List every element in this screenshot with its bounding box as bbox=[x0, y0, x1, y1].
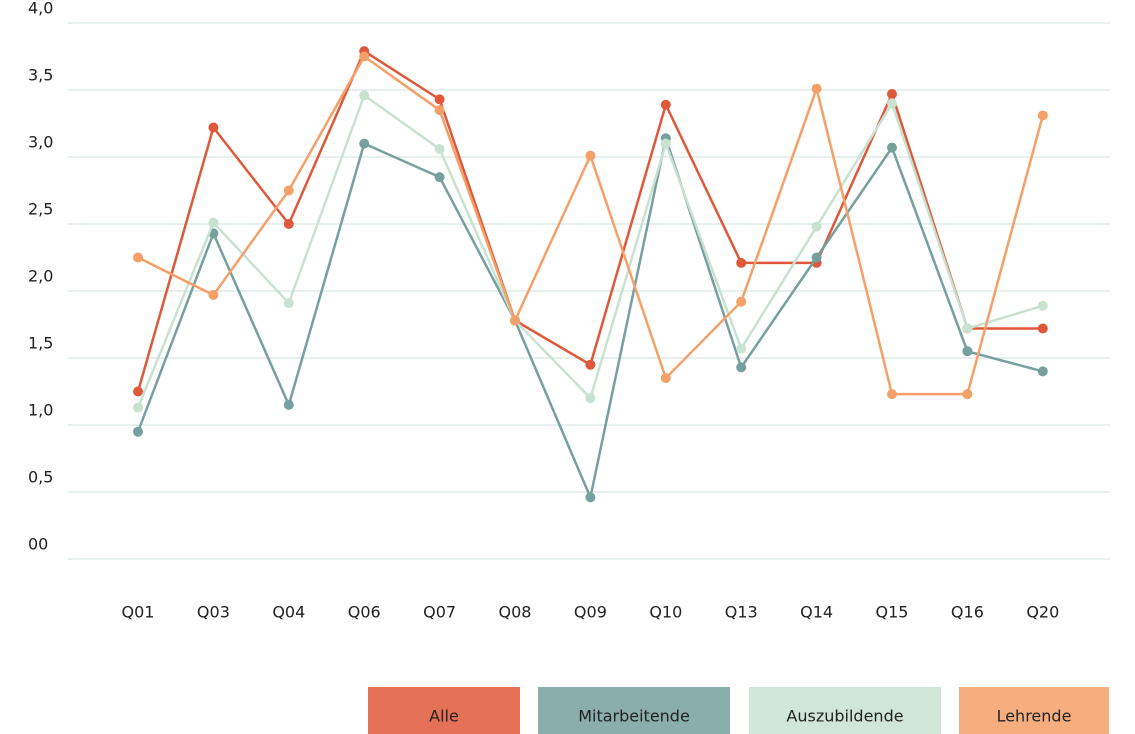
legend-swatch bbox=[368, 687, 520, 734]
data-point bbox=[736, 362, 747, 373]
data-point bbox=[585, 393, 596, 404]
x-tick-label: Q15 bbox=[876, 603, 909, 622]
data-point bbox=[359, 90, 370, 101]
data-point bbox=[585, 150, 596, 161]
data-point bbox=[585, 492, 596, 503]
y-tick-label: 1,5 bbox=[28, 334, 53, 353]
data-point bbox=[359, 138, 370, 149]
data-point bbox=[434, 172, 445, 183]
data-point bbox=[133, 386, 143, 397]
data-point bbox=[283, 298, 294, 309]
data-point bbox=[736, 257, 747, 268]
x-tick-label: Q09 bbox=[574, 603, 607, 622]
data-point bbox=[811, 221, 822, 232]
x-tick-label: Q01 bbox=[122, 603, 155, 622]
x-tick-label: Q03 bbox=[197, 603, 230, 622]
legend-swatch bbox=[749, 687, 941, 734]
y-tick-label: 0,5 bbox=[28, 468, 53, 487]
data-point bbox=[283, 219, 294, 229]
y-tick-label: 3,0 bbox=[28, 133, 53, 152]
y-tick-label: 3,5 bbox=[28, 66, 53, 85]
legend-label: Lehrende bbox=[997, 707, 1072, 726]
data-point bbox=[208, 290, 219, 301]
y-tick-label: 4,0 bbox=[28, 0, 53, 18]
x-tick-label: Q14 bbox=[800, 603, 833, 622]
y-tick-label: 00 bbox=[28, 535, 48, 554]
data-point bbox=[811, 252, 822, 263]
data-point bbox=[736, 343, 747, 354]
data-point bbox=[1037, 366, 1048, 377]
data-point bbox=[736, 296, 747, 307]
legend-label: Auszubildende bbox=[786, 707, 903, 726]
data-point bbox=[1037, 110, 1048, 121]
legend-label: Alle bbox=[429, 707, 459, 726]
x-tick-label: Q13 bbox=[725, 603, 758, 622]
y-tick-label: 1,0 bbox=[28, 401, 53, 420]
data-point bbox=[660, 138, 671, 149]
data-point bbox=[585, 359, 596, 370]
data-point bbox=[1037, 323, 1048, 334]
x-tick-label: Q07 bbox=[423, 603, 456, 622]
data-point bbox=[434, 143, 445, 154]
legend-swatch bbox=[959, 687, 1109, 734]
y-tick-label: 2,5 bbox=[28, 200, 53, 219]
data-point bbox=[208, 217, 219, 228]
data-point bbox=[887, 389, 897, 400]
data-point bbox=[283, 185, 294, 196]
series-line bbox=[136, 133, 1044, 502]
series-line bbox=[137, 54, 1045, 396]
data-point bbox=[208, 122, 219, 133]
legend-swatch bbox=[538, 687, 730, 734]
data-point bbox=[133, 252, 143, 263]
data-point bbox=[283, 399, 294, 410]
data-point bbox=[887, 98, 897, 109]
data-point bbox=[660, 99, 671, 110]
x-tick-label: Q04 bbox=[272, 603, 305, 622]
data-point bbox=[811, 83, 822, 94]
y-tick-label: 2,0 bbox=[28, 267, 53, 286]
series-line bbox=[136, 49, 1043, 392]
data-point bbox=[434, 94, 445, 105]
x-tick-label: Q20 bbox=[1026, 603, 1059, 622]
data-point bbox=[133, 402, 143, 413]
x-tick-label: Q06 bbox=[348, 603, 381, 622]
data-point bbox=[660, 373, 671, 384]
legend-label: Mitarbeitende bbox=[578, 707, 690, 726]
data-point bbox=[887, 89, 897, 100]
data-point bbox=[1037, 300, 1048, 311]
x-tick-label: Q10 bbox=[649, 603, 682, 622]
data-point bbox=[962, 389, 973, 400]
data-point bbox=[434, 105, 445, 116]
x-tick-label: Q16 bbox=[951, 603, 984, 622]
data-point bbox=[962, 346, 973, 357]
data-point bbox=[510, 315, 520, 326]
x-tick-label: Q08 bbox=[499, 603, 532, 622]
data-point bbox=[359, 51, 370, 62]
data-point bbox=[133, 426, 143, 437]
data-point bbox=[887, 142, 897, 153]
data-point bbox=[962, 323, 973, 334]
